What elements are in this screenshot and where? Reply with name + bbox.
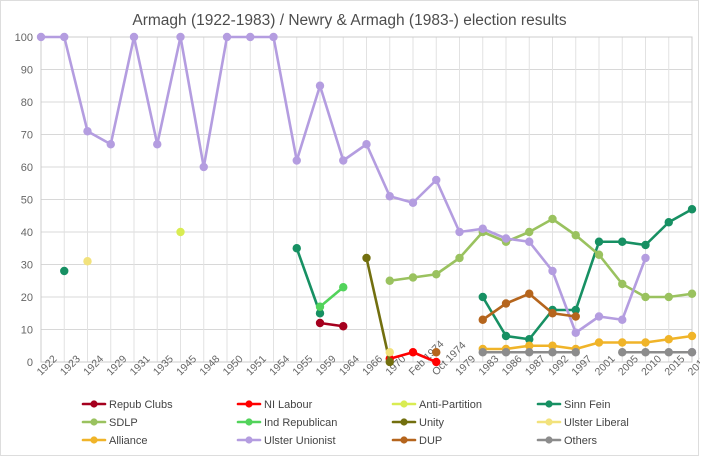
svg-text:100: 100 <box>15 32 33 44</box>
svg-text:1959: 1959 <box>314 353 339 378</box>
svg-text:70: 70 <box>21 130 33 142</box>
svg-text:Repub Clubs: Repub Clubs <box>109 399 173 411</box>
svg-text:40: 40 <box>21 227 33 239</box>
svg-text:2015: 2015 <box>662 353 687 378</box>
svg-text:Ulster Liberal: Ulster Liberal <box>564 417 629 429</box>
svg-text:1935: 1935 <box>151 353 176 378</box>
svg-text:1987: 1987 <box>523 353 548 378</box>
svg-text:1948: 1948 <box>197 353 222 378</box>
svg-text:2010: 2010 <box>639 353 664 378</box>
svg-text:1983: 1983 <box>476 353 501 378</box>
svg-text:30: 30 <box>21 260 33 272</box>
svg-text:Ulster Unionist: Ulster Unionist <box>264 435 336 447</box>
svg-text:50: 50 <box>21 195 33 207</box>
svg-text:1950: 1950 <box>221 353 246 378</box>
svg-text:2017: 2017 <box>686 353 700 378</box>
svg-text:1924: 1924 <box>81 353 106 378</box>
svg-text:1929: 1929 <box>104 353 129 378</box>
svg-text:1997: 1997 <box>569 353 594 378</box>
svg-text:60: 60 <box>21 162 33 174</box>
svg-text:Sinn Fein: Sinn Fein <box>564 399 610 411</box>
svg-text:1986: 1986 <box>500 353 525 378</box>
svg-text:SDLP: SDLP <box>109 417 138 429</box>
svg-text:0: 0 <box>27 357 33 369</box>
svg-text:1951: 1951 <box>244 353 269 378</box>
svg-text:2001: 2001 <box>593 353 618 378</box>
svg-text:Unity: Unity <box>419 417 445 429</box>
svg-text:Others: Others <box>564 435 598 447</box>
svg-text:1945: 1945 <box>174 353 199 378</box>
svg-text:1964: 1964 <box>337 353 362 378</box>
svg-text:1922: 1922 <box>35 353 60 378</box>
svg-text:DUP: DUP <box>419 435 442 447</box>
svg-text:1992: 1992 <box>546 353 571 378</box>
svg-text:Alliance: Alliance <box>109 435 148 447</box>
svg-text:1955: 1955 <box>290 353 315 378</box>
svg-text:20: 20 <box>21 292 33 304</box>
svg-text:Ind Republican: Ind Republican <box>264 417 337 429</box>
svg-text:NI Labour: NI Labour <box>264 399 313 411</box>
svg-text:1931: 1931 <box>128 353 153 378</box>
svg-text:1966: 1966 <box>360 353 385 378</box>
svg-text:2005: 2005 <box>616 353 641 378</box>
svg-text:1923: 1923 <box>58 353 83 378</box>
svg-text:90: 90 <box>21 65 33 77</box>
svg-text:80: 80 <box>21 97 33 109</box>
svg-text:1954: 1954 <box>267 353 292 378</box>
svg-text:10: 10 <box>21 325 33 337</box>
svg-text:Anti-Partition: Anti-Partition <box>419 399 482 411</box>
